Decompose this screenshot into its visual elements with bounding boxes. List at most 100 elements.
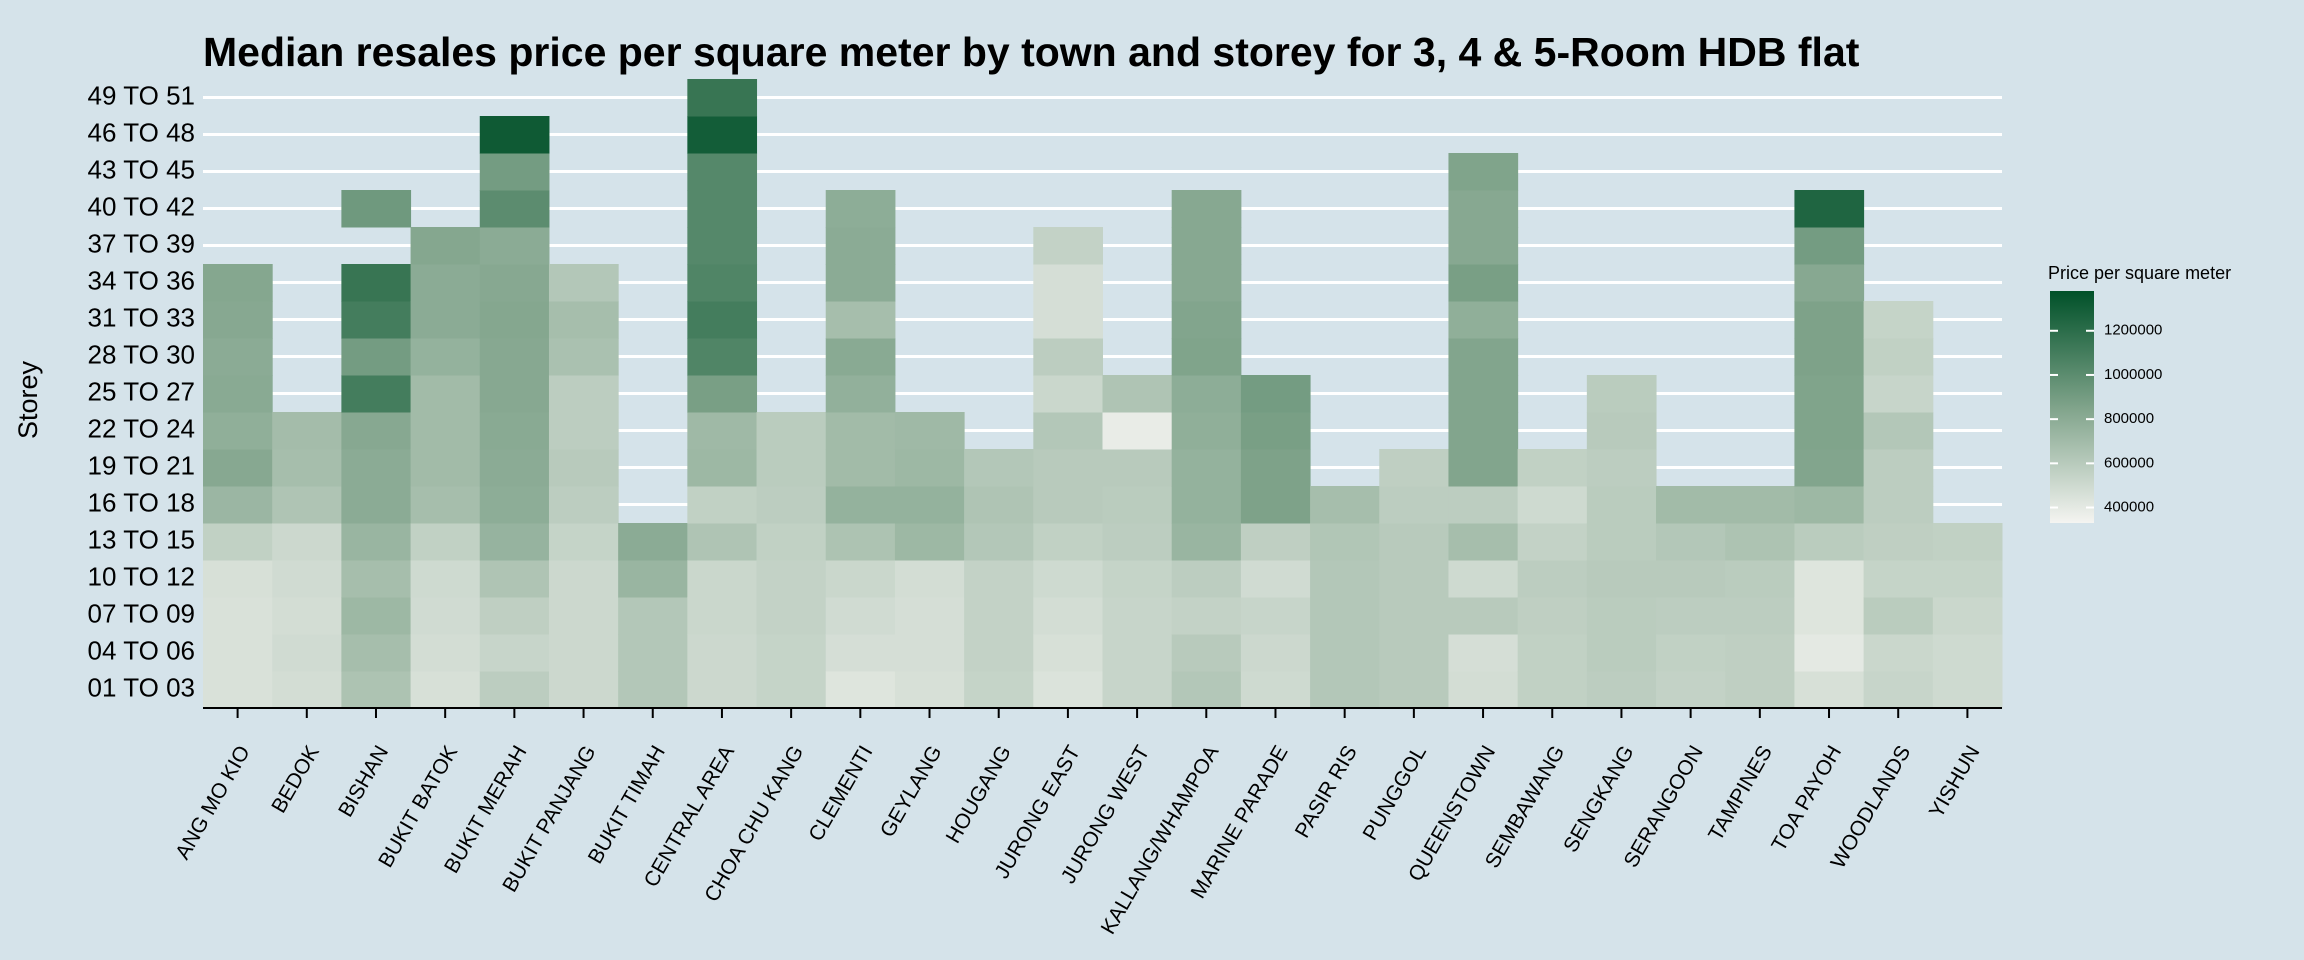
heat-cell (1725, 486, 1795, 524)
heat-cell (479, 634, 550, 672)
heat-cell (687, 116, 758, 154)
heat-cell (410, 597, 481, 635)
y-tick-label: 28 TO 30 (88, 339, 195, 369)
heat-cell (548, 597, 619, 635)
heat-cell (548, 264, 619, 302)
x-tick-label: HOUGANG (942, 742, 1016, 847)
heat-cell (1794, 338, 1865, 376)
heat-cell (825, 227, 896, 265)
heat-cell (1033, 671, 1103, 709)
heat-cell (1586, 597, 1657, 635)
heat-cell (548, 523, 619, 561)
heat-cell (1656, 486, 1726, 524)
heat-cell (687, 412, 758, 450)
heat-cell (341, 375, 412, 413)
heat-cell (1517, 597, 1588, 635)
heat-cell (1240, 375, 1311, 413)
heat-cell (1863, 375, 1934, 413)
heat-cell (1586, 486, 1657, 524)
heat-cell (1033, 634, 1103, 672)
y-tick-label: 13 TO 15 (88, 524, 195, 554)
heat-cell (1586, 449, 1657, 487)
x-tick-label: ANG MO KIO (171, 742, 255, 864)
heat-cell (341, 597, 412, 635)
heat-cell (894, 486, 965, 524)
y-axis-title: Storey (13, 360, 43, 439)
heat-cell (1794, 412, 1865, 450)
heat-cell (479, 412, 550, 450)
colorbar-tick-label: 600000 (2104, 454, 2154, 471)
heat-cell (410, 301, 481, 339)
heat-cell (1725, 523, 1795, 561)
y-tick-label: 43 TO 45 (88, 154, 195, 184)
heat-cell (1102, 449, 1173, 487)
heat-cell (341, 560, 412, 598)
heat-cell (203, 412, 273, 450)
heat-cell (1033, 523, 1103, 561)
heat-cell (1102, 375, 1173, 413)
heat-cell (479, 190, 550, 228)
x-tick-label: BEDOK (267, 742, 324, 817)
heat-cell (687, 79, 758, 117)
heat-cell (1379, 671, 1449, 709)
x-tick-label: CLEMENTI (804, 742, 877, 845)
heat-cell (618, 560, 688, 598)
heat-cell (479, 338, 550, 376)
heat-cell (1171, 264, 1242, 302)
heat-cell (341, 190, 412, 228)
heat-cell (1448, 375, 1519, 413)
heat-cell (1863, 412, 1934, 450)
heat-cell (687, 301, 758, 339)
heat-cell (756, 560, 827, 598)
heat-cell (1863, 560, 1934, 598)
x-tick-label: KALLANG/WHAMPOA (1097, 742, 1224, 938)
heat-cell (203, 671, 273, 709)
heat-cell (1448, 153, 1519, 191)
heat-cell (756, 597, 827, 635)
heat-cell (1863, 671, 1934, 709)
y-tick-label: 49 TO 51 (88, 80, 195, 110)
heat-cell (479, 597, 550, 635)
heat-cell (410, 486, 481, 524)
heat-cell (1586, 560, 1657, 598)
heat-cell (1656, 634, 1726, 672)
heat-cell (479, 301, 550, 339)
heat-cell (964, 597, 1034, 635)
y-tick-label: 19 TO 21 (88, 450, 195, 480)
heat-cell (1586, 412, 1657, 450)
heat-cell (1794, 634, 1865, 672)
heat-cell (1102, 560, 1173, 598)
heat-cell (1379, 523, 1449, 561)
heat-cell (1794, 597, 1865, 635)
heat-cell (1517, 671, 1588, 709)
heat-cell (1725, 634, 1795, 672)
heat-cell (756, 634, 827, 672)
heat-cell (1932, 634, 2003, 672)
heat-cell (410, 412, 481, 450)
heat-cell (1310, 597, 1380, 635)
heat-cell (1448, 264, 1519, 302)
heat-cell (964, 560, 1034, 598)
heat-cell (1033, 412, 1103, 450)
heat-cell (1240, 486, 1311, 524)
heat-cell (272, 597, 342, 635)
heat-cell (1725, 671, 1795, 709)
heat-cell (1448, 412, 1519, 450)
heat-cell (203, 486, 273, 524)
heat-cell (479, 560, 550, 598)
colorbar-tick-label: 800000 (2104, 410, 2154, 427)
heat-cell (1033, 264, 1103, 302)
heat-cell (1171, 227, 1242, 265)
heat-cell (272, 671, 342, 709)
heat-cell (1171, 412, 1242, 450)
heat-cell (825, 449, 896, 487)
heat-cell (479, 671, 550, 709)
y-tick-label: 01 TO 03 (88, 672, 195, 702)
heat-cell (1794, 375, 1865, 413)
colorbar-tick-label: 1000000 (2104, 366, 2162, 383)
heat-cell (410, 634, 481, 672)
heat-cell (272, 634, 342, 672)
heat-cell (479, 523, 550, 561)
heat-cell (1863, 301, 1934, 339)
heat-cell (203, 449, 273, 487)
